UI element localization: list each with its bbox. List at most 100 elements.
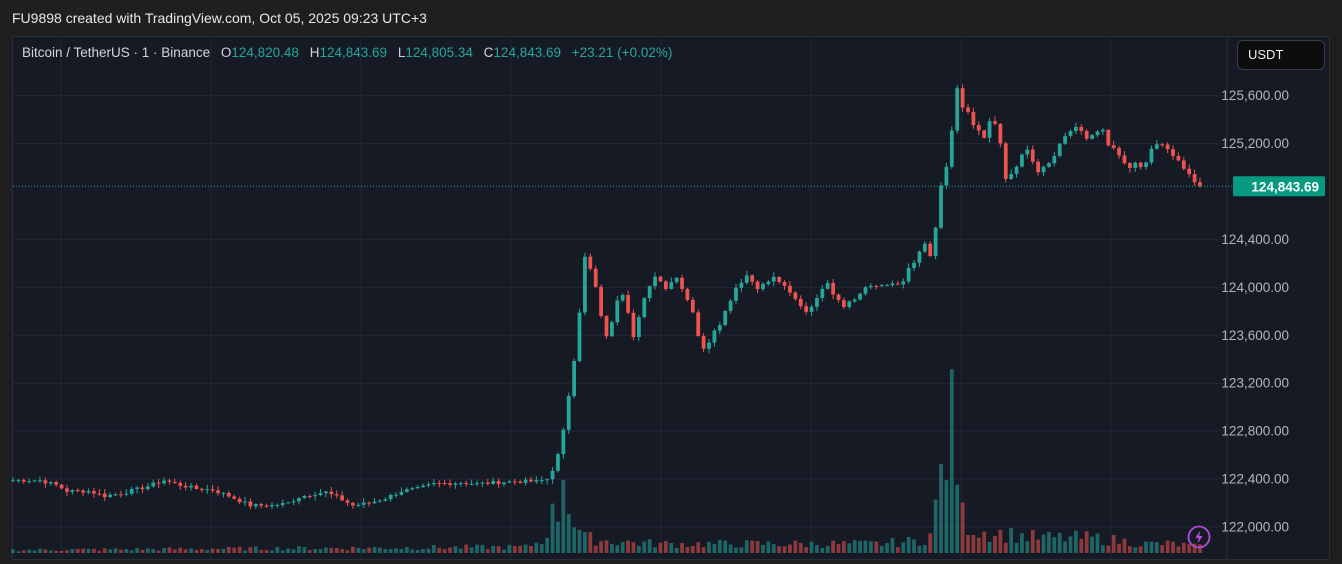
volume-bar <box>788 544 792 553</box>
currency-button[interactable]: USDT <box>1237 40 1325 70</box>
candle-body <box>836 294 841 301</box>
candle <box>410 486 415 491</box>
candle-body <box>421 485 425 487</box>
grid-lines <box>13 37 1227 559</box>
candle-body <box>1052 156 1057 164</box>
candle-body <box>1100 129 1105 132</box>
candle-body <box>442 483 447 485</box>
price-tick-label: 122,000.00 <box>1221 520 1289 535</box>
volume-bar <box>119 549 123 553</box>
candle <box>448 479 452 488</box>
symbol-title: Bitcoin / TetherUS · 1 · Binance <box>22 45 211 60</box>
candle <box>469 479 474 486</box>
candle-body <box>912 262 916 268</box>
volume-bar <box>895 547 900 553</box>
candle-body <box>1041 166 1046 173</box>
candle-body <box>944 166 949 186</box>
price-axis: 122,000.00 122,400.00 122,800.00 123,200.00… <box>1221 88 1289 534</box>
candle-body <box>453 483 458 485</box>
candle <box>944 162 949 190</box>
candle-body <box>545 479 550 481</box>
candle-body <box>917 251 922 263</box>
close-value: 124,843.69 <box>493 45 561 60</box>
candle <box>378 499 382 503</box>
candle-body <box>318 493 323 496</box>
low-value: 124,805.34 <box>405 45 473 60</box>
candle <box>658 276 663 283</box>
volume-bar <box>1111 534 1116 553</box>
candle-body <box>1084 130 1089 139</box>
candle <box>993 116 997 126</box>
open-label: O <box>220 45 232 60</box>
volume-bar <box>707 541 711 553</box>
candle-body <box>334 494 339 496</box>
candle <box>1020 153 1024 168</box>
volume-bar <box>620 542 625 553</box>
candle-body <box>1192 174 1197 183</box>
candle <box>1009 169 1014 180</box>
candle-body <box>804 306 809 312</box>
candle-body <box>1009 173 1014 179</box>
volume-bar <box>728 544 733 553</box>
volume-bar <box>21 550 26 553</box>
candle <box>1165 142 1170 154</box>
candle <box>949 126 954 169</box>
candle-body <box>1003 143 1008 179</box>
volume-bar <box>485 549 490 553</box>
candle-body <box>820 288 825 298</box>
candle <box>302 495 307 500</box>
volume-bar <box>205 550 210 553</box>
candle-body <box>307 496 312 498</box>
candle <box>172 478 177 484</box>
candle <box>480 481 485 488</box>
volume-bar <box>167 547 172 553</box>
candle <box>1100 128 1105 135</box>
volume-bar <box>1181 542 1186 553</box>
candle-body <box>566 396 571 430</box>
volume-bar <box>1117 543 1121 553</box>
volume-bar <box>906 536 911 553</box>
volume-bar <box>836 544 841 553</box>
volume-bar <box>831 540 835 553</box>
candle <box>92 487 96 498</box>
volume-bar <box>1144 541 1148 553</box>
volume-bar <box>431 545 436 553</box>
volume-bar <box>1036 539 1041 553</box>
candle <box>1187 164 1192 178</box>
candle <box>744 271 749 285</box>
candle <box>48 481 53 486</box>
candle-body <box>620 295 625 301</box>
volume-bar <box>809 541 814 553</box>
chart-panel[interactable] <box>12 36 1330 560</box>
candle-body <box>895 283 900 285</box>
candle-body <box>863 287 868 294</box>
candle-body <box>529 479 533 482</box>
high-label: H <box>309 45 320 60</box>
volume-bar <box>189 548 193 553</box>
candle-body <box>1165 144 1170 150</box>
candle <box>199 487 204 493</box>
candle-body <box>11 480 15 482</box>
candle <box>442 479 447 486</box>
candle <box>75 488 80 493</box>
volume-bar <box>75 548 80 553</box>
volume-bar <box>561 479 566 553</box>
volume-bar <box>54 550 59 553</box>
candle <box>976 121 981 136</box>
volume-bar <box>556 521 560 553</box>
lightning-bolt-icon[interactable] <box>1187 525 1211 549</box>
candle <box>885 283 889 287</box>
candle-body <box>475 483 479 485</box>
candle-body <box>680 277 684 289</box>
candle-body <box>599 286 603 316</box>
candle-body <box>1187 168 1192 175</box>
volume-bar <box>777 546 782 553</box>
candle <box>178 480 183 490</box>
candle-body <box>507 481 512 483</box>
candle-body <box>922 243 927 252</box>
candle-body <box>577 312 582 361</box>
candle-body <box>97 493 102 495</box>
volume-bar <box>491 545 496 553</box>
candle-body <box>728 300 733 311</box>
